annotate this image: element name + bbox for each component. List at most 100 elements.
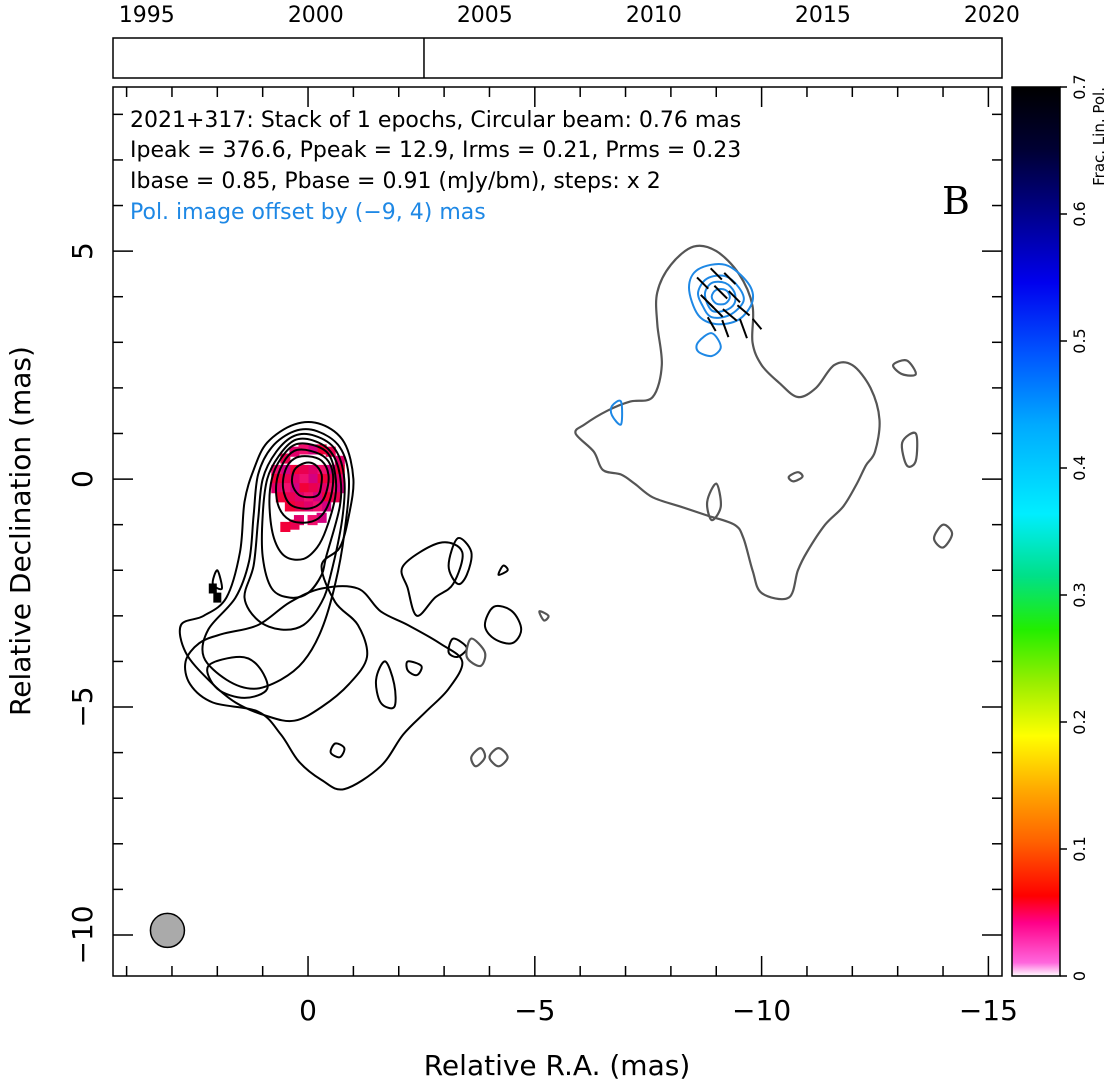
colorbar-tick-label: 0.7 <box>1070 74 1089 99</box>
colorbar-tick-label: 0.6 <box>1070 201 1089 226</box>
total-intensity-contours <box>178 421 523 791</box>
fpol-pixel <box>325 483 336 494</box>
intensity-contour <box>268 442 338 561</box>
main-plot: 0 −5 −10 −15 5 0 −5 −10 <box>66 86 1018 1027</box>
shifted-intensity-contour <box>900 431 919 468</box>
shifted-intensity-contours <box>465 244 954 768</box>
shifted-intensity-contour <box>574 244 881 601</box>
fpol-pixel <box>280 521 291 532</box>
polarized-intensity-contours <box>609 263 755 426</box>
fpol-pixel <box>289 519 300 530</box>
axis-ticks <box>113 87 1002 976</box>
y-tick-labels: 5 0 −5 −10 <box>66 242 99 964</box>
colorbar-tick-label: 0.3 <box>1070 582 1089 607</box>
fpol-pixel <box>307 483 318 494</box>
y-tick-label: −5 <box>66 686 99 727</box>
intensity-contour <box>447 637 468 659</box>
fpol-pixel <box>289 474 300 485</box>
evpa-vector <box>722 308 738 322</box>
intensity-contour <box>374 660 397 710</box>
shifted-intensity-contour <box>705 482 722 522</box>
header-line-2: Ipeak = 376.6, Ppeak = 12.9, Irms = 0.21… <box>130 138 741 163</box>
polarization-contour <box>688 263 755 326</box>
fpol-pixel <box>293 501 304 512</box>
colorbar: 0 0.1 0.2 0.3 0.4 0.5 0.6 0.7 Frac. Lin. Pol. <box>1011 74 1108 981</box>
y-tick-label: 5 <box>66 242 99 260</box>
x-tick-label: −10 <box>732 994 791 1027</box>
plot-frame <box>112 86 1003 977</box>
fpol-pixel <box>293 492 304 503</box>
fpol-pixel <box>307 515 318 526</box>
timeline-tick-label: 2020 <box>964 3 1020 28</box>
y-tick-label: −10 <box>66 905 99 964</box>
intensity-contour <box>329 742 346 759</box>
evpa-vector <box>739 318 748 339</box>
fpol-pixel <box>316 464 327 476</box>
intensity-contour <box>184 585 464 791</box>
fpol-pixel <box>307 474 318 485</box>
fpol-pixel <box>284 492 295 503</box>
polarization-contour <box>695 332 722 358</box>
shifted-intensity-contour <box>787 471 804 483</box>
timeline-tick-label: 1995 <box>119 3 175 28</box>
fpol-pixel <box>321 501 332 512</box>
fpol-pixel <box>325 464 336 476</box>
colorbar-gradient <box>1011 86 1061 977</box>
intensity-contour <box>497 564 509 576</box>
timeline-tick-labels: 1995 2000 2005 2010 2015 2020 <box>119 3 1020 28</box>
intensity-contour <box>243 432 346 631</box>
timeline-tick-label: 2000 <box>288 3 344 28</box>
fpol-pixel <box>284 501 295 512</box>
fpol-pixel <box>298 474 309 485</box>
colorbar-ticks: 0 0.1 0.2 0.3 0.4 0.5 0.6 0.7 <box>1060 74 1089 981</box>
shifted-intensity-contour <box>465 637 487 668</box>
epoch-timeline: 1995 2000 2005 2010 2015 2020 <box>112 3 1020 79</box>
intensity-contour <box>201 428 350 690</box>
intensity-contour <box>447 537 473 586</box>
fpol-pixel <box>334 483 345 494</box>
fpol-pixel <box>303 501 314 512</box>
fpol-pixel <box>280 483 291 494</box>
fpol-pixel <box>298 464 309 476</box>
intensity-contour <box>211 569 223 591</box>
header-line-4: Pol. image offset by (−9, 4) mas <box>130 200 486 225</box>
intensity-contour <box>206 655 269 699</box>
intensity-contour <box>281 455 330 510</box>
colorbar-tick-label: 0.4 <box>1070 455 1089 480</box>
shifted-intensity-contour <box>891 359 917 377</box>
fpol-pixel <box>316 512 327 523</box>
colorbar-tick-label: 0.1 <box>1070 836 1089 861</box>
colorbar-tick-label: 0 <box>1070 971 1089 981</box>
fpol-pixel <box>321 492 332 503</box>
evpa-vector <box>723 272 737 285</box>
shifted-intensity-contour <box>488 747 509 768</box>
intensity-contour <box>405 660 423 677</box>
evpa-vector <box>728 290 741 304</box>
polarization-contour <box>703 280 737 313</box>
x-tick-label: −5 <box>514 994 555 1027</box>
y-axis-label: Relative Declination (mas) <box>4 346 37 716</box>
evpa-vector <box>751 318 763 330</box>
y-tick-label: 0 <box>66 470 99 488</box>
timeline-tick-label: 2015 <box>795 3 851 28</box>
colorbar-tick-label: 0.5 <box>1070 328 1089 353</box>
intensity-contour <box>178 421 369 723</box>
fpol-pixel-dark <box>208 583 217 594</box>
evpa-vector <box>713 285 728 300</box>
fpol-pixel <box>312 492 323 503</box>
polarization-contour <box>697 274 745 319</box>
timeline-frame <box>112 37 1003 79</box>
intensity-contour <box>260 437 343 599</box>
x-axis-label: Relative R.A. (mas) <box>424 1049 691 1082</box>
colorbar-tick-label: 0.2 <box>1070 709 1089 734</box>
evpa-vector <box>696 276 709 290</box>
colorbar-label: Frac. Lin. Pol. <box>1090 87 1108 186</box>
fpol-pixel <box>275 492 286 503</box>
intensity-contour <box>290 461 323 499</box>
polarization-contour <box>710 288 731 306</box>
fpol-pixel <box>271 464 282 476</box>
fpol-pixel <box>298 483 309 494</box>
fpol-pixel <box>280 474 291 485</box>
timeline-tick-label: 2010 <box>626 3 682 28</box>
